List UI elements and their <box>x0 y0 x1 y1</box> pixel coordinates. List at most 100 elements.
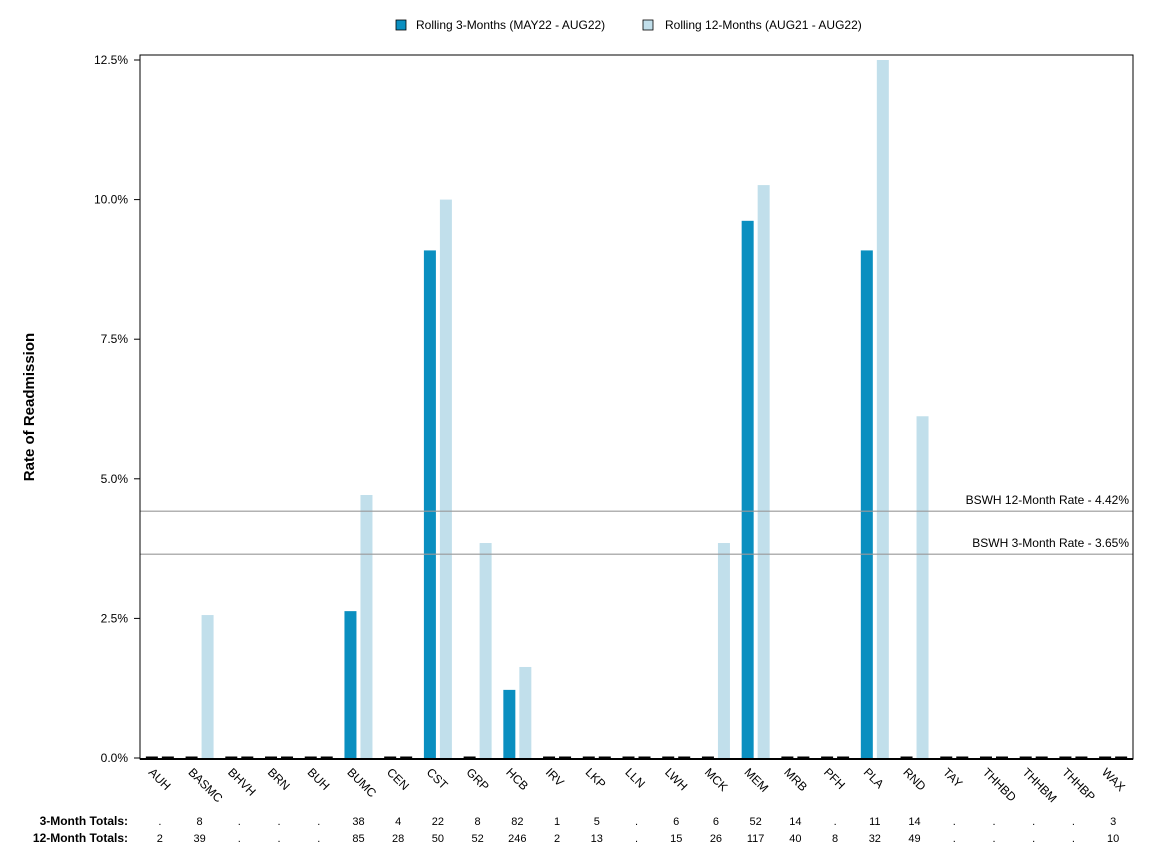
totals-cell: 52 <box>750 816 762 828</box>
totals-cell: . <box>992 833 995 845</box>
totals-cell: . <box>953 816 956 828</box>
x-tick-label-thhbd: THHBD <box>980 765 1019 804</box>
totals-cell: . <box>238 833 241 845</box>
y-tick-label: 5.0% <box>101 472 129 486</box>
bar-3month-pfh <box>821 756 834 759</box>
totals-cell: 14 <box>789 816 801 828</box>
totals-cell: 6 <box>713 816 719 828</box>
x-tick-label-cen: CEN <box>384 765 412 793</box>
x-tick-label-pfh: PFH <box>821 765 848 792</box>
reference-line-label-0: BSWH 12-Month Rate - 4.42% <box>966 493 1130 507</box>
y-tick-label: 12.5% <box>94 53 128 67</box>
bar-12month-pfh <box>837 756 850 759</box>
y-tick-label: 0.0% <box>101 751 129 765</box>
x-tick-label-pla: PLA <box>861 765 887 791</box>
bar-3month-mem <box>741 220 754 758</box>
bar-12month-cen <box>400 756 413 759</box>
x-tick-label-mrb: MRB <box>781 765 810 794</box>
totals-cell: 15 <box>670 833 682 845</box>
totals-cell: . <box>992 816 995 828</box>
totals-cell: . <box>317 816 320 828</box>
totals-cell: 50 <box>432 833 444 845</box>
bar-3month-lln <box>622 756 635 759</box>
bar-3month-grp <box>463 756 476 759</box>
totals-cell: . <box>1072 833 1075 845</box>
x-tick-label-mem: MEM <box>742 765 772 795</box>
totals-cell: 28 <box>392 833 404 845</box>
x-tick-label-irv: IRV <box>543 765 567 789</box>
bar-12month-basmc <box>201 615 214 758</box>
totals-cell: 2 <box>157 833 163 845</box>
totals-cell: 32 <box>869 833 881 845</box>
bar-3month-tay <box>940 756 953 759</box>
totals-cell: 8 <box>832 833 838 845</box>
x-tick-label-rnd: RND <box>900 765 929 794</box>
totals-cell: . <box>317 833 320 845</box>
totals-cell: . <box>238 816 241 828</box>
bar-12month-tay <box>956 756 969 759</box>
x-tick-label-bhvh: BHVH <box>225 765 258 798</box>
y-tick-label: 2.5% <box>101 611 129 625</box>
reference-line-label-1: BSWH 3-Month Rate - 3.65% <box>972 536 1129 550</box>
x-tick-label-lkp: LKP <box>583 765 609 791</box>
totals-row-label-1: 12-Month Totals: <box>33 831 128 845</box>
totals-cell: 82 <box>511 816 523 828</box>
bar-12month-wax <box>1115 756 1128 759</box>
totals-cell: 11 <box>869 816 880 828</box>
totals-cell: 49 <box>908 833 920 845</box>
y-tick-label: 7.5% <box>101 332 129 346</box>
totals-cell: . <box>1072 816 1075 828</box>
bar-3month-buh <box>304 756 317 759</box>
totals-cell: 10 <box>1107 833 1119 845</box>
totals-cell: 39 <box>193 833 205 845</box>
bar-3month-pla <box>860 250 873 758</box>
bar-3month-thhbd <box>979 756 992 759</box>
bar-3month-bhvh <box>225 756 238 759</box>
x-tick-label-basmc: BASMC <box>185 765 225 805</box>
bar-12month-mrb <box>797 756 810 759</box>
bar-3month-mck <box>701 756 714 759</box>
totals-cell: 22 <box>432 816 444 828</box>
totals-cell: 4 <box>395 816 401 828</box>
totals-cell: 8 <box>475 816 481 828</box>
bar-12month-auh <box>161 756 174 759</box>
bar-12month-thhbp <box>1075 756 1088 759</box>
x-tick-label-lln: LLN <box>622 765 647 790</box>
bar-12month-hcb <box>519 666 532 758</box>
totals-cell: 1 <box>554 816 560 828</box>
bar-12month-pla <box>876 60 889 758</box>
bar-12month-lwh <box>678 756 691 759</box>
x-tick-label-thhbm: THHBM <box>1020 765 1060 805</box>
legend-swatch-12month <box>642 19 654 31</box>
y-axis-label: Rate of Readmission <box>21 333 38 481</box>
bar-3month-lkp <box>582 756 595 759</box>
legend-label-12month: Rolling 12-Months (AUG21 - AUG22) <box>665 18 862 32</box>
bar-3month-cst <box>423 250 436 758</box>
x-tick-label-brn: BRN <box>265 765 293 793</box>
totals-cell: . <box>953 833 956 845</box>
totals-cell: . <box>277 816 280 828</box>
totals-cell: 52 <box>471 833 483 845</box>
bar-12month-rnd <box>916 416 929 758</box>
totals-cell: . <box>277 833 280 845</box>
x-tick-label-lwh: LWH <box>662 765 690 793</box>
bar-12month-grp <box>479 543 492 758</box>
bar-12month-cst <box>439 199 452 759</box>
bar-3month-hcb <box>503 689 516 758</box>
bar-3month-mrb <box>781 756 794 759</box>
bar-3month-thhbp <box>1059 756 1072 759</box>
bar-12month-bumc <box>360 494 373 758</box>
bar-12month-bhvh <box>241 756 254 759</box>
x-tick-label-buh: BUH <box>305 765 333 793</box>
totals-cell: . <box>834 816 837 828</box>
x-tick-label-grp: GRP <box>463 765 491 793</box>
totals-cell: . <box>635 816 638 828</box>
totals-cell: 14 <box>908 816 920 828</box>
bar-3month-basmc <box>185 756 198 759</box>
legend-swatch-3month <box>395 19 407 31</box>
bar-3month-rnd <box>900 756 913 759</box>
totals-cell: 117 <box>747 833 765 845</box>
legend-label-3month: Rolling 3-Months (MAY22 - AUG22) <box>416 18 605 32</box>
x-tick-label-thhbp: THHBP <box>1059 765 1098 804</box>
